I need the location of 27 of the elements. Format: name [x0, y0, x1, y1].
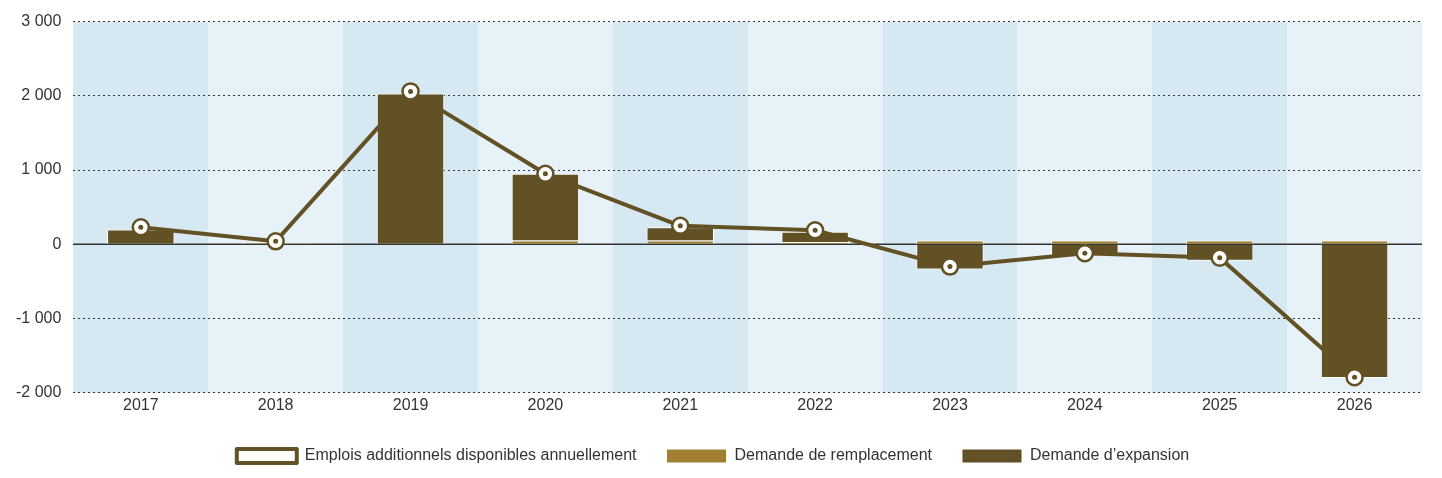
legend-label: Demande d’expansion — [1029, 446, 1190, 464]
point — [805, 220, 825, 240]
y-tick-label: 1 000 — [21, 160, 62, 178]
x-tick-label: 2022 — [797, 395, 834, 413]
x-tick-label: 2021 — [662, 395, 699, 413]
x-tick-label: 2026 — [1336, 395, 1373, 413]
x-tick-label: 2024 — [1067, 395, 1103, 413]
y-tick-label: 2 000 — [21, 86, 62, 104]
y-tick-label: -1 000 — [15, 308, 62, 326]
point — [536, 164, 555, 184]
x-tick-label: 2019 — [392, 395, 429, 413]
x-tick-label: 2018 — [257, 395, 294, 413]
legend-label: Emplois additionnels disponibles annuellement — [304, 446, 638, 464]
x-tick-label: 2020 — [527, 395, 564, 413]
legend-label: Demande de remplacement — [734, 446, 933, 464]
x-tick-label: 2025 — [1201, 395, 1238, 413]
point — [131, 218, 151, 237]
y-tick-label: 0 — [52, 234, 62, 252]
y-tick-label: 3 000 — [21, 12, 62, 30]
y-tick-label: -2 000 — [15, 383, 62, 401]
point — [671, 216, 690, 236]
x-tick-label: 2017 — [123, 395, 159, 413]
point — [266, 232, 285, 251]
point — [1345, 367, 1364, 387]
point — [401, 82, 420, 101]
point — [1075, 243, 1095, 263]
x-tick-label: 2023 — [932, 395, 968, 413]
